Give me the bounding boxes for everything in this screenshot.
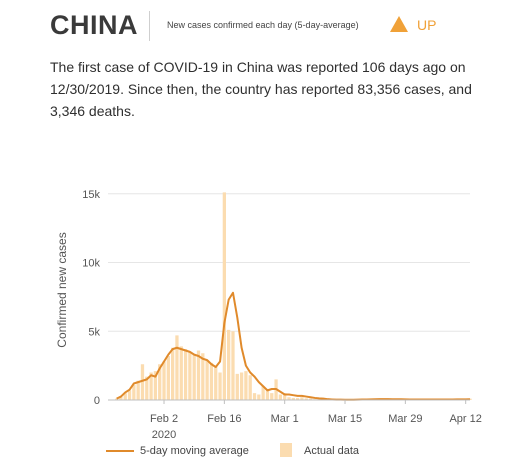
bar-2020-02-16 — [222, 192, 226, 400]
bar-2020-02-22 — [248, 375, 252, 400]
bar-2020-03-07 — [308, 398, 313, 400]
bar-2020-01-29 — [145, 376, 149, 400]
bar-2020-01-22 — [114, 398, 119, 400]
x-tick-label-2020-02-16: Feb 16 — [207, 413, 241, 425]
legend-label-moving-average: 5-day moving average — [140, 445, 249, 457]
bar-2020-02-02 — [162, 361, 166, 400]
bar-2020-02-08 — [188, 351, 192, 400]
x-year-label: 2020 — [152, 429, 176, 441]
bar-2020-01-30 — [149, 372, 153, 400]
bar-2020-02-06 — [179, 346, 183, 400]
chart-legend: 5-day moving average Actual data — [106, 442, 486, 460]
bar-2020-03-04 — [295, 398, 300, 400]
bar-2020-02-25 — [261, 386, 265, 400]
bar-2020-01-28 — [140, 364, 145, 400]
bar-2020-02-15 — [218, 372, 222, 400]
x-tick-label-2020-03-15: Mar 15 — [328, 413, 362, 425]
bar-2020-01-23 — [119, 396, 123, 400]
legend-label-actual-data: Actual data — [304, 445, 360, 457]
triangle-up-icon — [390, 16, 408, 32]
header-divider — [149, 11, 150, 41]
y-tick-label-0: 0 — [94, 395, 100, 407]
x-tick-label-2020-02-02: Feb 2 — [150, 413, 178, 425]
bar-2020-02-20 — [239, 372, 244, 400]
bar-2020-02-05 — [175, 335, 179, 400]
trend-label: UP — [417, 17, 437, 33]
bar-2020-02-11 — [201, 353, 205, 400]
header: CHINA New cases confirmed each day (5-da… — [50, 8, 510, 42]
bar-2020-02-23 — [252, 393, 257, 400]
bar-2020-02-24 — [257, 394, 261, 400]
bar-2020-01-24 — [123, 393, 127, 400]
bar-2020-02-21 — [244, 371, 248, 400]
bar-2020-01-27 — [136, 380, 140, 400]
bar-2020-01-26 — [132, 384, 136, 400]
bar-2020-02-14 — [214, 365, 218, 400]
moving-average-line — [116, 291, 471, 401]
bar-2020-01-25 — [127, 390, 132, 400]
bar-2020-03-02 — [287, 397, 291, 400]
bar-2020-02-17 — [227, 329, 231, 400]
bar-2020-03-03 — [291, 397, 295, 400]
bar-2020-02-26 — [265, 389, 270, 400]
x-tick-label-2020-03-29: Mar 29 — [388, 413, 422, 425]
bar-2020-03-06 — [304, 398, 308, 400]
bar-2020-03-01 — [283, 393, 287, 400]
bar-2020-02-13 — [209, 362, 214, 400]
x-tick-label-2020-04-12: Apr 12 — [449, 413, 481, 425]
bar-2020-02-19 — [235, 373, 239, 400]
country-title: CHINA — [50, 10, 138, 40]
cases-chart: 0 5k 10k 15k Confirmed new cases Feb 2 Feb 16 M… — [55, 189, 482, 441]
bar-2020-03-05 — [300, 397, 304, 400]
bar-2020-01-31 — [153, 371, 158, 400]
x-tick-label-2020-03-01: Mar 1 — [271, 413, 299, 425]
bar-2020-02-01 — [158, 364, 162, 400]
bar-2020-02-10 — [196, 350, 201, 400]
metric-label: New cases confirmed each day (5-day-aver… — [167, 20, 359, 30]
bar-2020-02-18 — [231, 331, 235, 400]
legend-bar-swatch — [280, 443, 292, 457]
bar-2020-02-04 — [171, 347, 175, 400]
bar-2020-02-07 — [183, 349, 188, 400]
bar-2020-02-03 — [166, 356, 170, 400]
bar-2020-02-09 — [192, 354, 196, 400]
bar-2020-02-29 — [278, 394, 283, 400]
y-tick-label-15k: 15k — [82, 189, 100, 201]
bar-2020-02-27 — [270, 393, 274, 400]
legend-line-swatch — [106, 450, 134, 452]
bar-2020-02-12 — [205, 360, 209, 400]
y-tick-label-10k: 10k — [82, 258, 100, 270]
y-axis-label: Confirmed new cases — [55, 232, 69, 347]
summary-text: The first case of COVID-19 in China was … — [50, 59, 472, 119]
y-tick-label-5k: 5k — [88, 326, 100, 338]
